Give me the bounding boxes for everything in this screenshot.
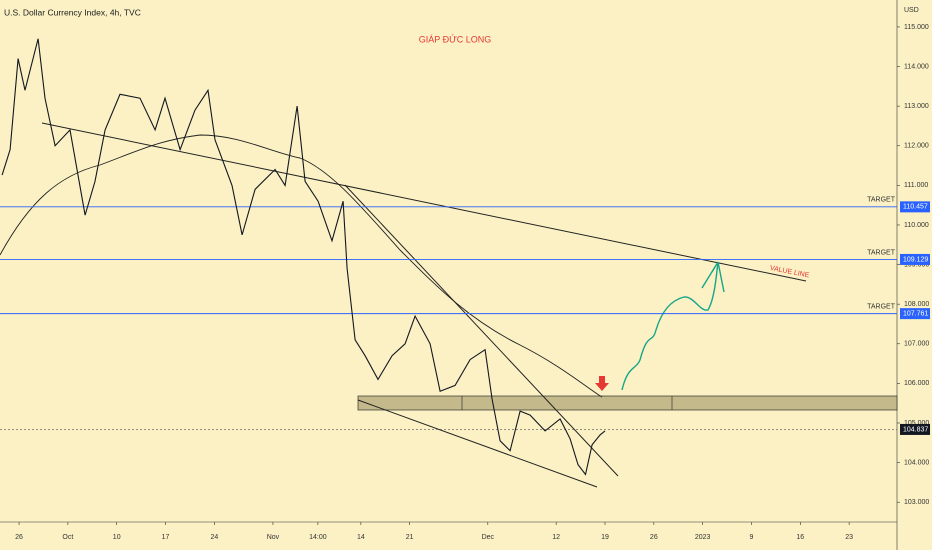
x-tick-label: Nov (267, 534, 280, 541)
channel-line (357, 399, 598, 488)
target-price-box (900, 308, 930, 320)
x-tick-label: 26 (15, 534, 23, 541)
chart-title: GIÁP ĐỨC LONG (419, 34, 492, 44)
currency-label: USD (904, 7, 919, 14)
symbol-title: U.S. Dollar Currency Index, 4h, TVC (4, 7, 141, 17)
x-tick-label: Oct (62, 534, 73, 541)
y-tick-label: 107.000 (904, 341, 929, 348)
target-label: TARGET (867, 197, 896, 204)
last-price-label: 104.837 (903, 426, 928, 433)
projection-arrow (701, 261, 725, 293)
x-tick-label: 21 (406, 534, 414, 541)
target-price: 109.129 (903, 256, 928, 263)
y-tick-label: 113.000 (904, 103, 929, 110)
x-tick-label: Dec (482, 534, 495, 541)
x-tick-label: 2023 (695, 534, 711, 541)
y-tick-label: 104.000 (904, 459, 929, 466)
moving-average (0, 134, 603, 398)
projection-path (621, 261, 719, 391)
x-tick-label: 19 (601, 534, 609, 541)
y-tick-label: 112.000 (904, 143, 929, 150)
y-tick-label: 106.000 (904, 380, 929, 387)
x-tick-label: 24 (210, 534, 218, 541)
y-tick-label: 110.000 (904, 222, 929, 229)
y-tick-label: 115.000 (904, 24, 929, 31)
x-tick-label: 26 (650, 534, 658, 541)
target-label: TARGET (867, 303, 896, 310)
trendline (344, 184, 619, 477)
target-price: 107.761 (903, 310, 928, 317)
price-line (1, 38, 606, 476)
x-tick-label: 12 (552, 534, 560, 541)
down-arrow (595, 376, 609, 391)
x-tick-label: 23 (845, 534, 853, 541)
supply-zone (357, 395, 898, 411)
x-tick-label: 14 (357, 534, 365, 541)
x-tick-label: 14:00 (309, 534, 327, 541)
x-tick-label: 9 (750, 534, 754, 541)
y-tick-label: 103.000 (904, 499, 929, 506)
target-price-box (900, 253, 930, 265)
y-tick-label: 114.000 (904, 63, 929, 70)
y-tick-label: 105.000 (904, 420, 929, 427)
y-tick-label: 111.000 (904, 182, 928, 189)
target-label: TARGET (867, 249, 896, 256)
value-trendline (41, 122, 807, 282)
x-tick-label: 16 (796, 534, 804, 541)
x-tick-label: 10 (113, 534, 121, 541)
last-price-box (900, 423, 930, 435)
y-tick-label: 108.000 (904, 301, 929, 308)
x-tick-label: 17 (162, 534, 170, 541)
target-price: 110.457 (903, 204, 928, 211)
target-price-box (900, 201, 930, 213)
